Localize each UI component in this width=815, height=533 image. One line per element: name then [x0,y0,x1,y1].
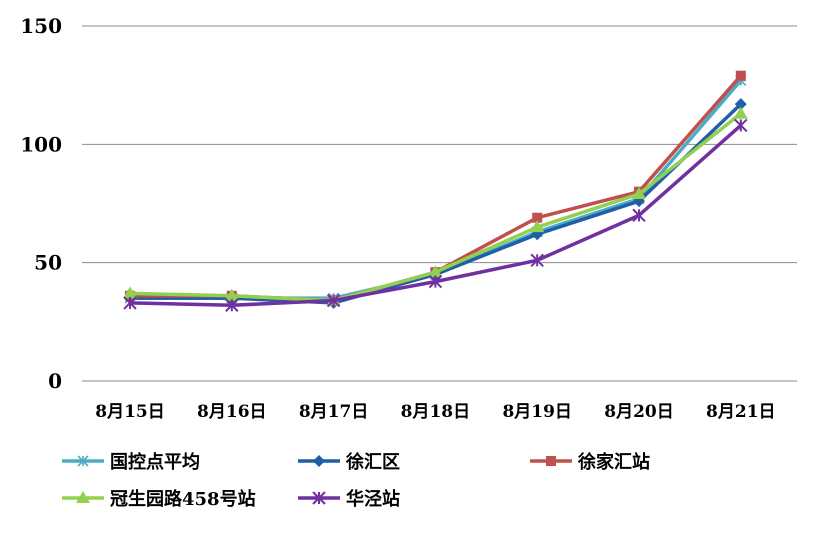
data-point [225,298,239,312]
data-point [224,288,239,301]
y-tick-label: 100 [20,132,62,156]
data-point [735,70,746,81]
legend-item: 华泾站 [298,488,400,510]
data-point [734,118,748,133]
gridlines [82,25,797,382]
x-tick-label: 8月17日 [299,402,369,422]
data-point [123,296,137,310]
data-point [530,253,544,268]
data-point [532,212,543,223]
legend-item: 徐汇区 [298,451,400,473]
x-tick-label: 8月16日 [197,402,267,422]
legend-item: 徐家汇站 [530,451,650,473]
y-axis-ticks: 0 50 100 150 [20,14,62,393]
x-tick-label: 8月19日 [502,402,572,422]
legend-marker [76,491,90,503]
y-tick-label: 150 [20,14,62,38]
legend-label: 徐汇区 [345,451,400,473]
data-point [632,208,646,223]
legend-label: 华泾站 [346,488,400,510]
data-point [530,220,545,233]
series-lines [123,70,748,312]
data-point [733,106,748,119]
legend-label: 徐家汇站 [577,451,650,473]
legend-marker [312,491,326,505]
legend-label: 冠生园路458号站 [110,488,256,510]
legend-marker [313,455,325,467]
y-tick-label: 50 [34,251,62,275]
legend-marker [77,455,89,467]
data-point [428,265,443,278]
x-tick-label: 8月20日 [604,402,674,422]
data-point [632,187,646,200]
legend-label: 国控点平均 [110,451,200,473]
legend-item: 冠生园路458号站 [62,488,256,510]
x-tick-label: 8月21日 [706,402,776,422]
series-4 [123,118,748,312]
legend-item: 国控点平均 [62,451,200,473]
y-tick-label: 0 [48,369,62,393]
legend-marker [546,456,556,466]
data-point [123,286,137,299]
x-axis-ticks: 8月15日 8月16日 8月17日 8月18日 8月19日 8月20日 8月21日 [95,402,775,422]
x-tick-label: 8月15日 [95,402,165,422]
data-point [326,293,341,308]
data-point [734,98,747,111]
x-tick-label: 8月18日 [401,402,471,422]
data-point [428,274,443,289]
